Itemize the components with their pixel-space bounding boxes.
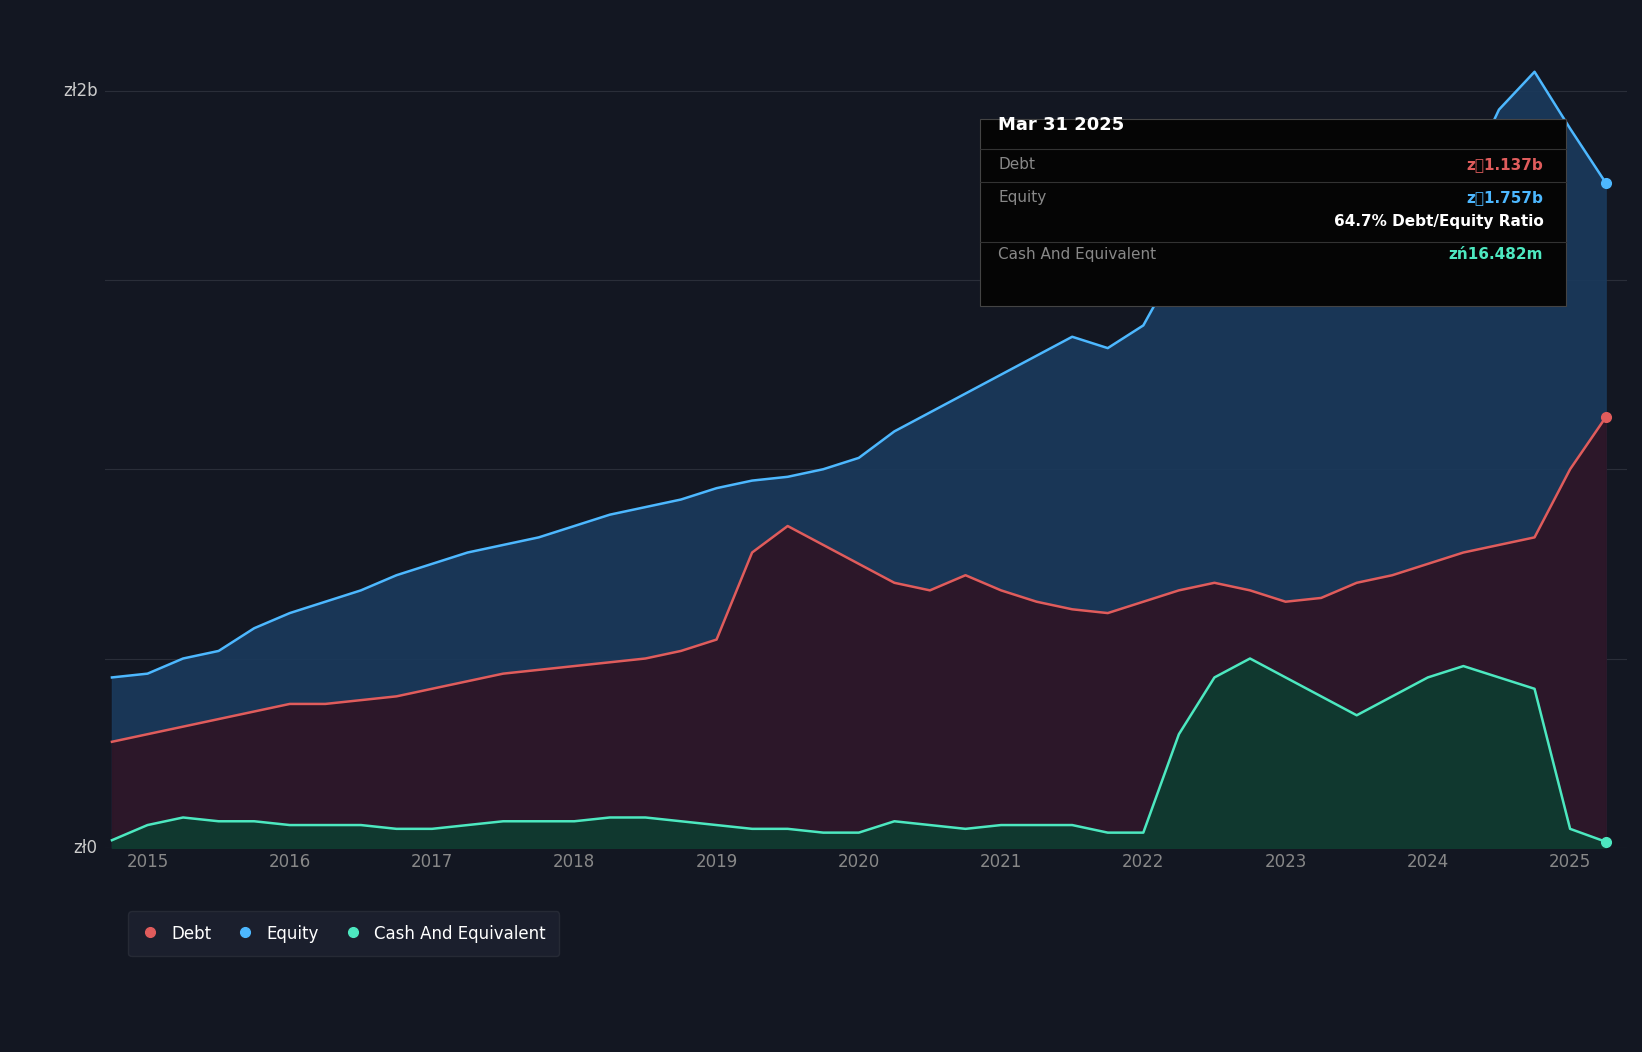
- Text: zł2b: zł2b: [62, 82, 99, 100]
- Text: zł0: zł0: [74, 838, 99, 856]
- Text: z1.757b: z1.757b: [1466, 190, 1543, 205]
- Text: z1.137b: z1.137b: [1466, 157, 1543, 173]
- Text: 64.7% Debt/Equity Ratio: 64.7% Debt/Equity Ratio: [1333, 214, 1543, 228]
- Text: Cash And Equivalent: Cash And Equivalent: [998, 247, 1156, 262]
- Legend: Debt, Equity, Cash And Equivalent: Debt, Equity, Cash And Equivalent: [128, 911, 560, 956]
- Text: Mar 31 2025: Mar 31 2025: [998, 116, 1125, 134]
- FancyBboxPatch shape: [980, 119, 1566, 306]
- Text: Equity: Equity: [998, 190, 1046, 205]
- Text: Debt: Debt: [998, 157, 1036, 173]
- Text: zń16.482m: zń16.482m: [1448, 247, 1543, 262]
